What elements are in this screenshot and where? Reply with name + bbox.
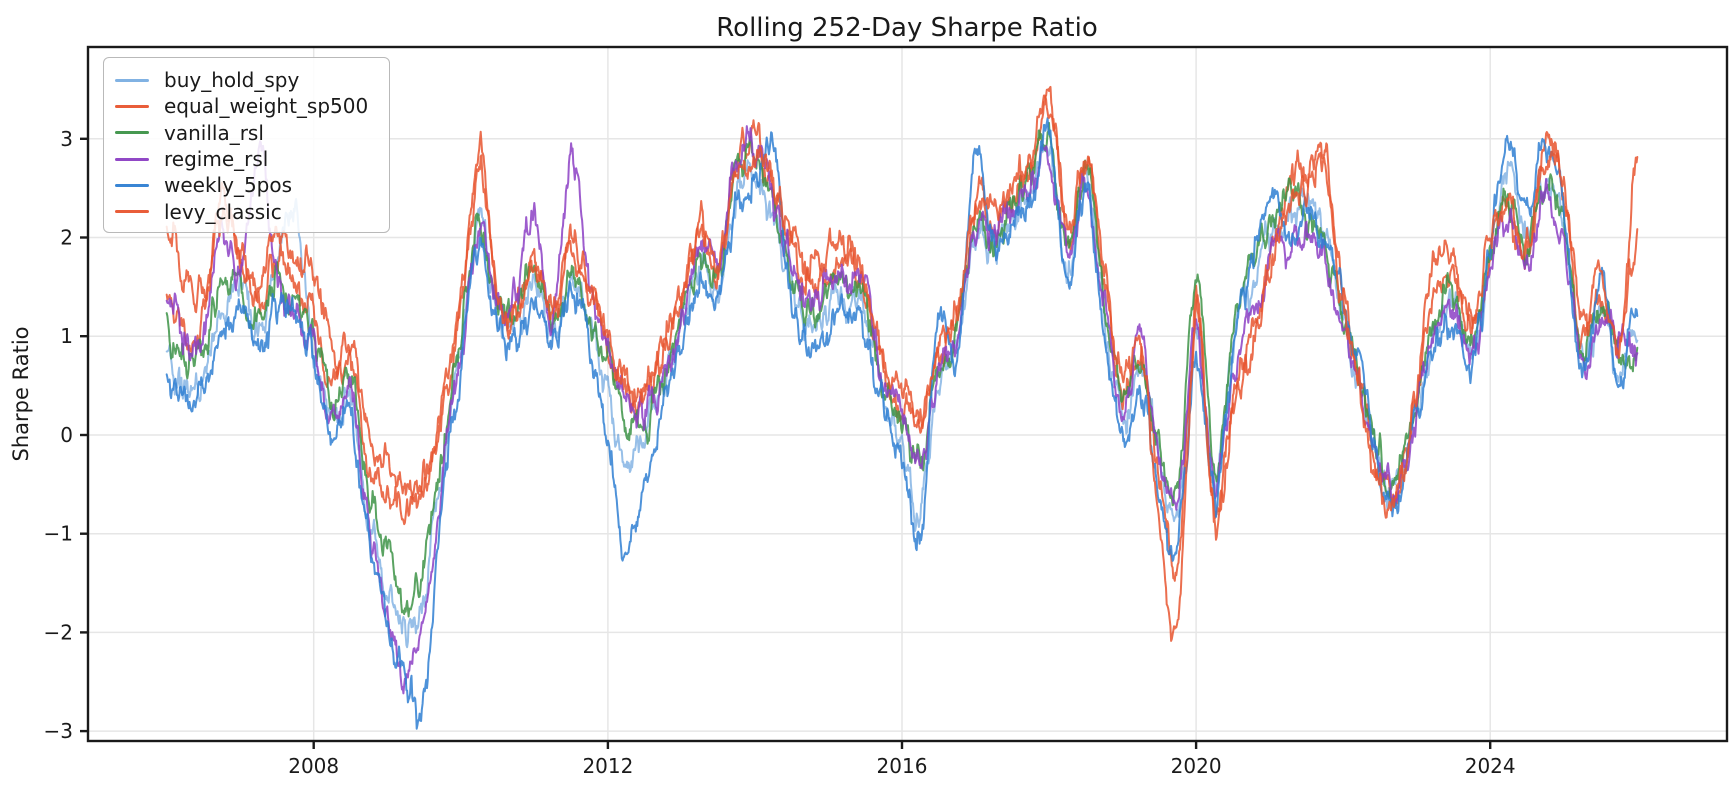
legend-label: levy_classic: [164, 199, 282, 224]
series-line-vanilla_rsl: [165, 121, 1639, 618]
legend-item-vanilla_rsl: vanilla_rsl: [115, 120, 389, 146]
series-layer: [165, 85, 1639, 730]
series-line-weekly_5pos: [165, 117, 1639, 730]
x-tick-label: 2020: [1171, 754, 1222, 778]
y-tick-label: 2: [60, 226, 73, 250]
chart-title: Rolling 252-Day Sharpe Ratio: [716, 13, 1097, 43]
x-tick-label: 2008: [288, 754, 339, 778]
legend-item-regime_rsl: regime_rsl: [115, 146, 389, 172]
tick-layer: −3 −2 −1 0 1 2 3 2008 2012 2016 2020 2024: [44, 127, 1516, 778]
legend-swatch: [115, 104, 149, 108]
y-axis-label: Sharpe Ratio: [9, 327, 33, 462]
legend-swatch: [115, 78, 149, 82]
y-tick-label: −2: [44, 620, 73, 644]
legend-label: equal_weight_sp500: [164, 94, 369, 119]
legend-swatch: [115, 157, 149, 161]
y-tick-label: 1: [60, 324, 73, 348]
legend-item-buy_hold_spy: buy_hold_spy: [115, 67, 389, 93]
legend-label: buy_hold_spy: [164, 68, 300, 93]
plot-frame: [86, 45, 1729, 743]
y-tick-label: −3: [44, 719, 73, 743]
legend-item-equal_weight_sp500: equal_weight_sp500: [115, 93, 389, 119]
legend-swatch: [115, 210, 149, 214]
legend-label: vanilla_rsl: [164, 120, 264, 145]
legend-swatch: [115, 183, 149, 187]
y-tick-label: 0: [60, 423, 73, 447]
legend: buy_hold_spy equal_weight_sp500 vanilla_rs…: [103, 57, 390, 233]
series-line-levy_classic: [165, 94, 1639, 642]
x-tick-label: 2024: [1465, 754, 1516, 778]
x-tick-label: 2012: [582, 754, 633, 778]
legend-item-levy_classic: levy_classic: [115, 198, 389, 224]
y-tick-label: 3: [60, 127, 73, 151]
y-tick-label: −1: [44, 522, 73, 546]
legend-label: weekly_5pos: [164, 173, 293, 198]
x-tick-label: 2016: [877, 754, 928, 778]
legend-swatch: [115, 131, 149, 135]
legend-label: regime_rsl: [164, 147, 269, 172]
legend-item-weekly_5pos: weekly_5pos: [115, 172, 389, 198]
